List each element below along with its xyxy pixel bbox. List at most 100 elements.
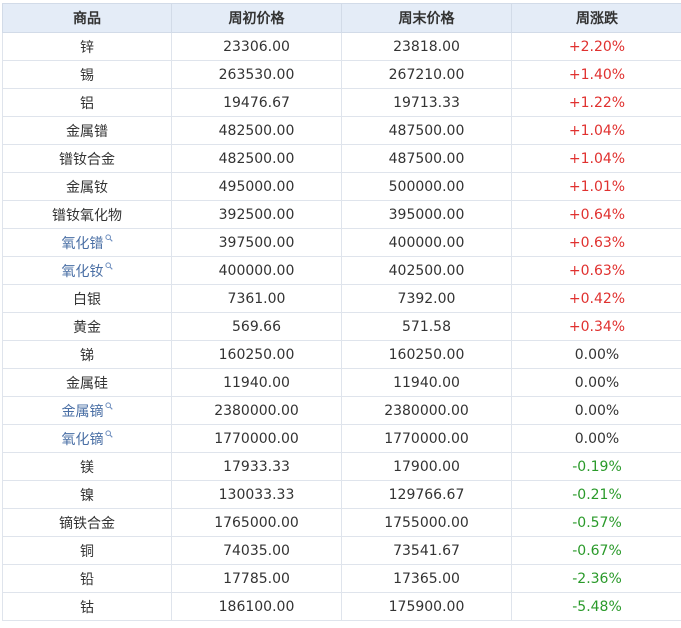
table-row: 锑 160250.00 160250.00 0.00% xyxy=(2,340,681,369)
commodity-name-cell: 黄金 xyxy=(2,312,172,341)
table-row: 氧化镝 1770000.00 1770000.00 0.00% xyxy=(2,424,681,453)
week-close-price-cell: 7392.00 xyxy=(341,284,512,313)
commodity-name-cell: 镝铁合金 xyxy=(2,508,172,537)
commodity-name: 白银 xyxy=(73,291,101,308)
week-open-price-cell: 397500.00 xyxy=(171,228,342,257)
commodity-name: 镨钕氧化物 xyxy=(52,207,122,224)
week-change-cell: +1.01% xyxy=(511,172,681,201)
week-change-cell: +1.04% xyxy=(511,116,681,145)
week-open-price-cell: 7361.00 xyxy=(171,284,342,313)
table-row: 金属钕 495000.00 500000.00 +1.01% xyxy=(2,172,681,201)
commodity-name-cell: 氧化镝 xyxy=(2,424,172,453)
commodity-name-cell: 锑 xyxy=(2,340,172,369)
week-close-price-cell: 17365.00 xyxy=(341,564,512,593)
commodity-name-cell: 铝 xyxy=(2,88,172,117)
commodity-name: 锌 xyxy=(80,39,94,56)
commodity-link[interactable]: 氧化镨 xyxy=(61,235,104,252)
week-change-cell: +0.63% xyxy=(511,228,681,257)
commodity-name-cell: 镨钕合金 xyxy=(2,144,172,173)
commodity-name: 金属硅 xyxy=(66,375,108,392)
commodity-name-cell: 钴 xyxy=(2,592,172,621)
week-open-price-cell: 11940.00 xyxy=(171,368,342,397)
week-close-price-cell: 23818.00 xyxy=(341,32,512,61)
week-close-price-cell: 400000.00 xyxy=(341,228,512,257)
commodity-name-cell: 金属镝 xyxy=(2,396,172,425)
week-close-price-cell: 17900.00 xyxy=(341,452,512,481)
week-change-cell: 0.00% xyxy=(511,368,681,397)
week-change-cell: +0.42% xyxy=(511,284,681,313)
week-close-price-cell: 2380000.00 xyxy=(341,396,512,425)
week-close-price-cell: 395000.00 xyxy=(341,200,512,229)
table-row: 金属硅 11940.00 11940.00 0.00% xyxy=(2,368,681,397)
week-open-price-cell: 19476.67 xyxy=(171,88,342,117)
week-close-price-cell: 1755000.00 xyxy=(341,508,512,537)
week-change-cell: -0.21% xyxy=(511,480,681,509)
week-change-cell: +1.40% xyxy=(511,60,681,89)
table-row: 氧化镨 397500.00 400000.00 +0.63% xyxy=(2,228,681,257)
week-change-cell: -0.67% xyxy=(511,536,681,565)
week-open-price-cell: 495000.00 xyxy=(171,172,342,201)
week-open-price-cell: 569.66 xyxy=(171,312,342,341)
table-body: 锌 23306.00 23818.00 +2.20% 锡 263530.00 267210.… xyxy=(2,32,681,621)
week-open-price-cell: 482500.00 xyxy=(171,116,342,145)
week-close-price-cell: 1770000.00 xyxy=(341,424,512,453)
commodity-name-cell: 镍 xyxy=(2,480,172,509)
table-row: 镨钕合金 482500.00 487500.00 +1.04% xyxy=(2,144,681,173)
table-row: 铅 17785.00 17365.00 -2.36% xyxy=(2,564,681,593)
week-close-price-cell: 487500.00 xyxy=(341,116,512,145)
week-change-cell: -2.36% xyxy=(511,564,681,593)
week-open-price-cell: 392500.00 xyxy=(171,200,342,229)
commodity-link[interactable]: 氧化镝 xyxy=(61,431,104,448)
week-open-price-cell: 1770000.00 xyxy=(171,424,342,453)
week-change-cell: +0.64% xyxy=(511,200,681,229)
week-change-cell: +1.04% xyxy=(511,144,681,173)
commodity-name: 金属钕 xyxy=(66,179,108,196)
search-icon[interactable] xyxy=(104,230,113,246)
commodity-name: 镍 xyxy=(80,487,94,504)
week-change-cell: 0.00% xyxy=(511,340,681,369)
table-row: 铝 19476.67 19713.33 +1.22% xyxy=(2,88,681,117)
commodity-link[interactable]: 氧化钕 xyxy=(61,263,104,280)
search-icon[interactable] xyxy=(104,258,113,274)
table-row: 白银 7361.00 7392.00 +0.42% xyxy=(2,284,681,313)
week-open-price-cell: 1765000.00 xyxy=(171,508,342,537)
header-commodity: 商品 xyxy=(2,3,172,33)
commodity-name: 钴 xyxy=(80,599,94,616)
table-row: 金属镝 2380000.00 2380000.00 0.00% xyxy=(2,396,681,425)
table-row: 铜 74035.00 73541.67 -0.67% xyxy=(2,536,681,565)
week-open-price-cell: 130033.33 xyxy=(171,480,342,509)
week-change-cell: 0.00% xyxy=(511,424,681,453)
header-week-open-price: 周初价格 xyxy=(171,3,342,33)
price-change-table: 商品 周初价格 周末价格 周涨跌 锌 23306.00 23818.00 +2.20%… xyxy=(2,3,681,621)
week-close-price-cell: 11940.00 xyxy=(341,368,512,397)
table-row: 黄金 569.66 571.58 +0.34% xyxy=(2,312,681,341)
commodity-name: 金属镨 xyxy=(66,123,108,140)
table-row: 镝铁合金 1765000.00 1755000.00 -0.57% xyxy=(2,508,681,537)
week-change-cell: 0.00% xyxy=(511,396,681,425)
commodity-name-cell: 铅 xyxy=(2,564,172,593)
table-row: 镨钕氧化物 392500.00 395000.00 +0.64% xyxy=(2,200,681,229)
table-row: 金属镨 482500.00 487500.00 +1.04% xyxy=(2,116,681,145)
commodity-name-cell: 金属镨 xyxy=(2,116,172,145)
week-change-cell: -0.57% xyxy=(511,508,681,537)
commodity-name-cell: 金属硅 xyxy=(2,368,172,397)
commodity-name-cell: 金属钕 xyxy=(2,172,172,201)
commodity-name-cell: 铜 xyxy=(2,536,172,565)
table-row: 氧化钕 400000.00 402500.00 +0.63% xyxy=(2,256,681,285)
commodity-name-cell: 锌 xyxy=(2,32,172,61)
week-change-cell: +0.34% xyxy=(511,312,681,341)
week-open-price-cell: 23306.00 xyxy=(171,32,342,61)
commodity-name: 铝 xyxy=(80,95,94,112)
commodity-name: 镝铁合金 xyxy=(59,515,115,532)
commodity-name: 锑 xyxy=(80,347,94,364)
search-icon[interactable] xyxy=(104,426,113,442)
week-change-cell: -0.19% xyxy=(511,452,681,481)
week-change-cell: +1.22% xyxy=(511,88,681,117)
commodity-name-cell: 氧化钕 xyxy=(2,256,172,285)
table-row: 锡 263530.00 267210.00 +1.40% xyxy=(2,60,681,89)
week-close-price-cell: 129766.67 xyxy=(341,480,512,509)
commodity-link[interactable]: 金属镝 xyxy=(61,403,104,420)
search-icon[interactable] xyxy=(104,398,113,414)
week-change-cell: +2.20% xyxy=(511,32,681,61)
week-open-price-cell: 263530.00 xyxy=(171,60,342,89)
